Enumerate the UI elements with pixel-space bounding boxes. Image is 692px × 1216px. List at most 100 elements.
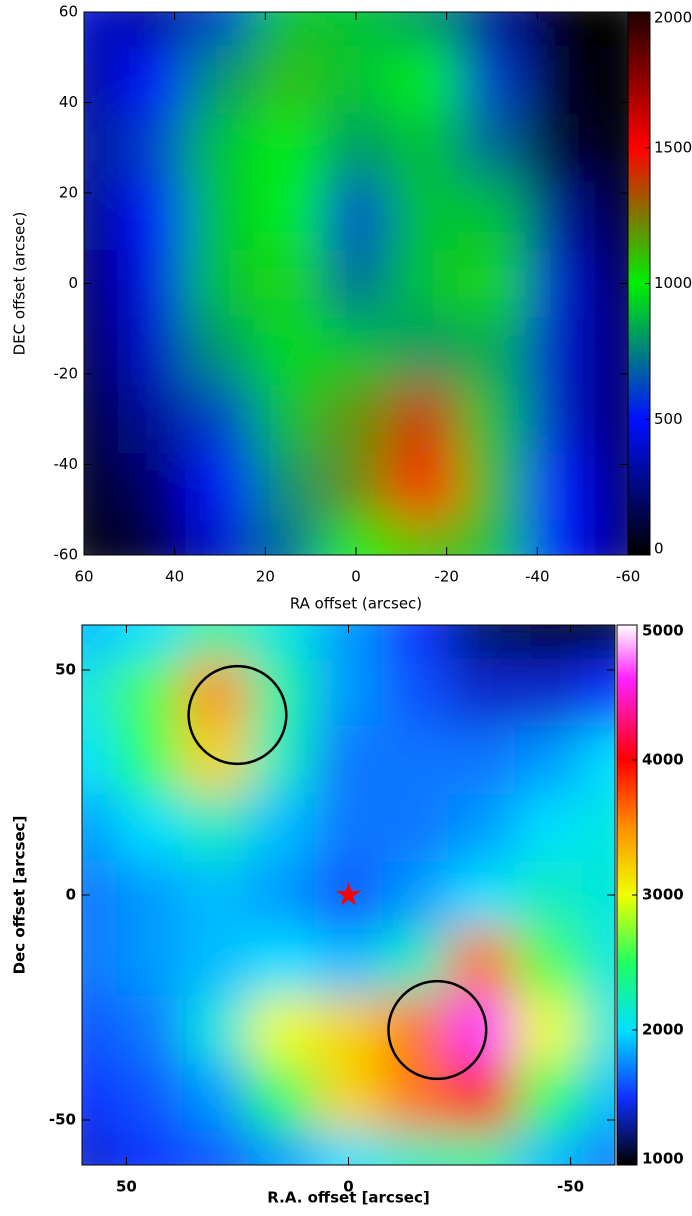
- heatmap-cell: [322, 0, 391, 47]
- heatmap-cell: [322, 114, 391, 183]
- heatmap-cell: [315, 996, 383, 1065]
- heatmap-cell: [390, 250, 459, 319]
- heatmap-cell: [186, 250, 255, 319]
- heatmap-cell: [458, 114, 527, 183]
- heatmap-cell: [390, 453, 459, 522]
- heatmap-cell: [458, 0, 527, 47]
- colorbar-tick-label: 500: [654, 410, 683, 428]
- heatmap-cell: [515, 929, 583, 998]
- heatmap-clip: [50, 0, 663, 590]
- x-tick-label: 60: [74, 568, 93, 586]
- colorbar-tick-label: 4000: [642, 751, 684, 769]
- heatmap-cell: [526, 317, 595, 386]
- heatmap-cell: [322, 453, 391, 522]
- heatmap-cell: [186, 453, 255, 522]
- heatmap-cell: [115, 1064, 183, 1133]
- heatmap-cell: [186, 385, 255, 454]
- heatmap-cell: [315, 929, 383, 998]
- heatmap-clip: [49, 591, 650, 1200]
- heatmap-cell: [515, 794, 583, 863]
- heatmap-cell: [448, 794, 516, 863]
- heatmap-cell: [254, 385, 323, 454]
- heatmap-cell: [182, 794, 250, 863]
- heatmap-cell: [249, 794, 317, 863]
- heatmap-cell: [118, 250, 187, 319]
- heatmap-cell: [515, 996, 583, 1065]
- heatmap-cell: [186, 46, 255, 115]
- heatmap-cell: [115, 794, 183, 863]
- heatmap-cell: [382, 996, 450, 1065]
- colorbar-tick-label: 0: [654, 540, 664, 558]
- heatmap-cell: [254, 250, 323, 319]
- heatmap-cell: [186, 114, 255, 183]
- heatmap-cell: [448, 861, 516, 930]
- y-tick-label: -60: [54, 546, 79, 564]
- y-tick-label: 60: [59, 3, 78, 21]
- heatmap-cell: [254, 114, 323, 183]
- y-tick-label: 20: [59, 184, 78, 202]
- heatmap-cell: [382, 726, 450, 795]
- heatmap-cell: [390, 0, 459, 47]
- heatmap-cell: [390, 317, 459, 386]
- heatmap-cell: [390, 182, 459, 251]
- heatmap-cell: [448, 659, 516, 728]
- heatmap-cell: [448, 996, 516, 1065]
- heatmap-cell: [390, 46, 459, 115]
- colorbar-tick-label: 2000: [654, 9, 692, 27]
- heatmap-cell: [322, 250, 391, 319]
- y-tick-label: 40: [59, 93, 78, 111]
- heatmap-cell: [118, 317, 187, 386]
- heatmap-cell: [254, 182, 323, 251]
- heatmap-cell: [118, 0, 187, 47]
- heatmap-cell: [249, 861, 317, 930]
- heatmap-cell: [254, 46, 323, 115]
- heatmap-cell: [382, 659, 450, 728]
- heatmap: [50, 0, 663, 590]
- colorbar-tick-label: 5000: [642, 622, 684, 640]
- x-tick-label: -40: [525, 568, 550, 586]
- heatmap-cell: [182, 996, 250, 1065]
- y-tick-label: 0: [68, 274, 78, 292]
- heatmap-cell: [315, 659, 383, 728]
- heatmap-cell: [526, 453, 595, 522]
- heatmap-cell: [182, 659, 250, 728]
- x-axis-label: RA offset (arcsec): [290, 595, 422, 613]
- y-tick-label: -20: [54, 365, 79, 383]
- heatmap-cell: [322, 385, 391, 454]
- y-tick-label: 0: [66, 886, 76, 904]
- heatmap-cell: [115, 659, 183, 728]
- heatmap-cell: [390, 385, 459, 454]
- heatmap-cell: [118, 385, 187, 454]
- colorbar-tick-label: 1500: [654, 138, 692, 156]
- heatmap-cell: [115, 929, 183, 998]
- heatmap-cell: [458, 250, 527, 319]
- heatmap-cell: [118, 453, 187, 522]
- colorbar-tick-label: 1000: [642, 1150, 684, 1168]
- heatmap-cell: [182, 726, 250, 795]
- x-axis-label: R.A. offset [arcsec]: [267, 1189, 429, 1207]
- heatmap-cell: [458, 385, 527, 454]
- heatmap-cell: [322, 46, 391, 115]
- heatmap-cell: [526, 46, 595, 115]
- x-tick-label: -50: [557, 1178, 584, 1196]
- heatmap-cell: [315, 794, 383, 863]
- x-tick-label: 20: [256, 568, 275, 586]
- x-tick-label: 50: [116, 1178, 137, 1196]
- heatmap-cell: [526, 0, 595, 47]
- colorbar-tick-label: 2000: [642, 1021, 684, 1039]
- heatmap-cell: [526, 250, 595, 319]
- heatmap-cell: [322, 317, 391, 386]
- heatmap-cell: [315, 726, 383, 795]
- heatmap-cell: [249, 996, 317, 1065]
- heatmap-cell: [118, 182, 187, 251]
- heatmap-cell: [182, 1064, 250, 1133]
- heatmap-cell: [254, 0, 323, 47]
- x-tick-label: -60: [616, 568, 641, 586]
- heatmap-cell: [118, 114, 187, 183]
- colorbar-tick-label: 3000: [642, 886, 684, 904]
- heatmap-cell: [458, 182, 527, 251]
- heatmap-cell: [458, 453, 527, 522]
- heatmap-cell: [515, 1064, 583, 1133]
